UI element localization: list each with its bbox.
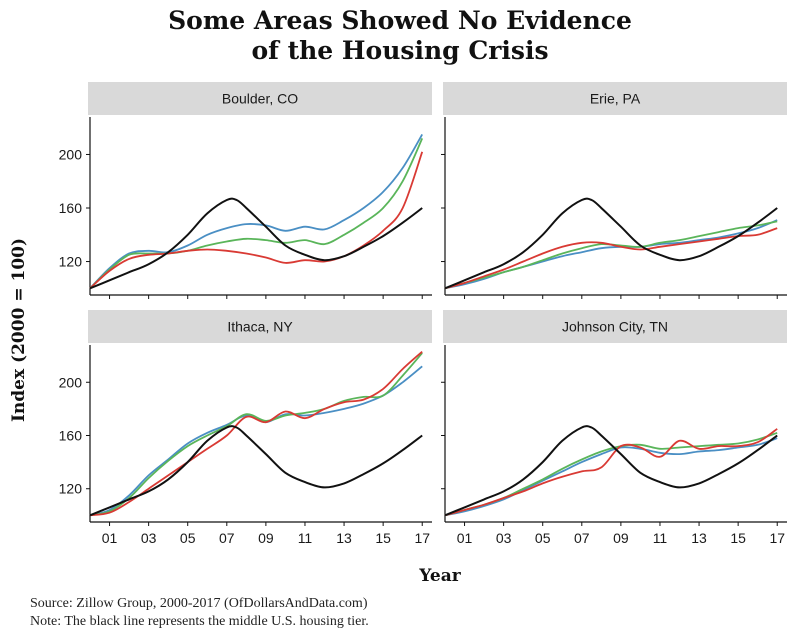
series-line-green	[89, 352, 423, 517]
panel-strip	[443, 310, 787, 343]
panel: Johnson City, TN 01 03 05 07 09 11 13 15 17	[441, 310, 787, 546]
x-tick-label: 07	[219, 530, 235, 546]
series-line-blue	[89, 133, 423, 289]
series-line-black	[444, 197, 778, 290]
x-tick-label: 07	[574, 530, 590, 546]
x-tick-label: 01	[102, 530, 118, 546]
series-line-red	[444, 227, 778, 290]
y-tick-label: 120	[59, 254, 83, 270]
panel: Erie, PA	[441, 82, 787, 299]
x-tick-label: 09	[613, 530, 629, 546]
x-tick-label: 15	[730, 530, 746, 546]
x-tick-label: 01	[457, 530, 473, 546]
x-tick-label: 03	[141, 530, 157, 546]
footnote: Note: The black line represents the midd…	[30, 614, 369, 629]
series-line-black	[89, 197, 423, 290]
y-tick-label: 160	[59, 200, 83, 216]
x-tick-label: 11	[653, 530, 668, 546]
x-tick-label: 13	[691, 530, 707, 546]
source-note-block: Source: Zillow Group, 2000-2017 (OfDolla…	[30, 595, 369, 631]
y-tick-label: 200	[59, 146, 83, 162]
x-tick-label: 13	[336, 530, 352, 546]
x-tick-label: 15	[375, 530, 391, 546]
x-tick-label: 11	[298, 530, 313, 546]
series-line-green	[444, 220, 778, 290]
series-line-red	[89, 351, 423, 517]
series-line-red	[444, 428, 778, 517]
panel-strip	[88, 310, 432, 343]
series-line-blue	[444, 437, 778, 517]
panel-title: Boulder, CO	[222, 91, 298, 107]
panels-layer: Boulder, CO 120 160 200 Erie, PA Ithaca, NY 12…	[59, 82, 787, 546]
x-tick-label: 05	[535, 530, 551, 546]
source-note: Source: Zillow Group, 2000-2017 (OfDolla…	[30, 596, 368, 611]
series-line-black	[444, 425, 778, 517]
y-tick-label: 160	[59, 427, 83, 443]
chart-title-line-1: Some Areas Showed No Evidence	[168, 6, 632, 35]
y-tick-label: 200	[59, 374, 83, 390]
x-tick-label: 17	[769, 530, 785, 546]
panel: Ithaca, NY 120 160 200 01 03 05 07 09 11 13 15 17	[59, 310, 432, 546]
panel: Boulder, CO 120 160 200	[59, 82, 432, 299]
x-tick-label: 17	[414, 530, 430, 546]
series-line-green	[89, 138, 424, 289]
y-tick-label: 120	[59, 481, 83, 497]
x-axis-label: Year	[418, 566, 461, 586]
series-line-blue	[89, 365, 423, 517]
series-line-red	[89, 151, 424, 289]
panel-strip	[443, 82, 787, 115]
panel-strip	[88, 82, 432, 115]
panel-title: Johnson City, TN	[562, 319, 668, 335]
x-tick-label: 05	[180, 530, 196, 546]
x-tick-label: 09	[258, 530, 274, 546]
panel-title: Ithaca, NY	[227, 319, 293, 335]
panel-title: Erie, PA	[590, 91, 641, 107]
series-line-black	[89, 425, 423, 517]
x-tick-label: 03	[496, 530, 512, 546]
chart-title-line-2: of the Housing Crisis	[251, 36, 549, 65]
y-axis-label: Index (2000 = 100)	[9, 238, 29, 422]
chart-title: Some Areas Showed No Evidence of the Hou…	[0, 6, 800, 66]
